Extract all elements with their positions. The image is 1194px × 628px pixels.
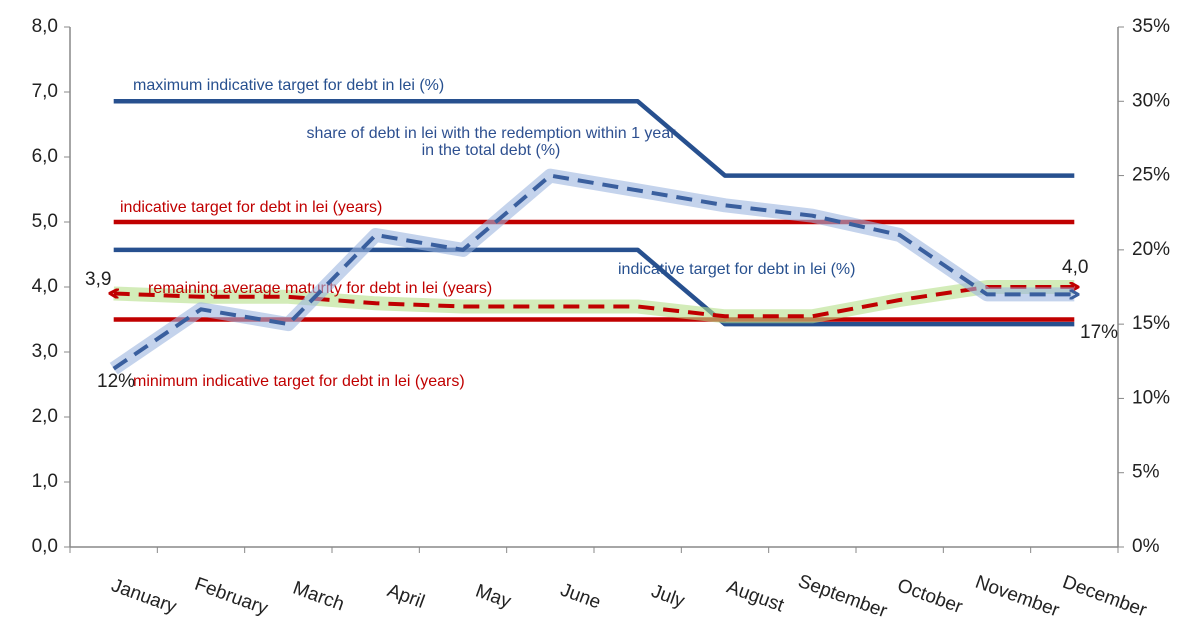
y2-tick-label: 15% <box>1132 313 1170 334</box>
y2-tick-label: 10% <box>1132 387 1170 408</box>
series-label: maximum indicative target for debt in le… <box>133 77 444 94</box>
y-tick-label: 7,0 <box>32 81 58 102</box>
x-tick-label: July <box>648 581 687 612</box>
y2-tick-label: 30% <box>1132 90 1170 111</box>
data-label: 3,9 <box>85 269 111 290</box>
x-tick-label: September <box>795 571 890 623</box>
y2-tick-label: 0% <box>1132 536 1160 557</box>
x-tick-label: December <box>1060 572 1150 622</box>
series-label: indicative target for debt in lei (years… <box>120 199 382 216</box>
data-label: 12% <box>97 371 135 392</box>
series-line <box>113 99 1075 178</box>
y2-tick-label: 25% <box>1132 165 1170 186</box>
y-tick-label: 2,0 <box>32 406 58 427</box>
x-tick-label: February <box>192 574 271 620</box>
y2-tick-label: 35% <box>1132 16 1170 37</box>
x-tick-label: October <box>894 575 965 618</box>
y-tick-label: 0,0 <box>32 536 58 557</box>
x-tick-label: April <box>384 580 427 613</box>
x-tick-label: August <box>724 577 787 617</box>
y-tick-label: 4,0 <box>32 276 58 297</box>
series-line <box>112 173 1075 371</box>
x-tick-label: June <box>558 580 604 614</box>
y-tick-label: 1,0 <box>32 471 58 492</box>
data-label: 17% <box>1080 322 1118 343</box>
x-tick-label: March <box>290 578 347 616</box>
series-line <box>114 287 1075 319</box>
series-line <box>113 247 1075 327</box>
y2-tick-label: 20% <box>1132 239 1170 260</box>
y2-tick-label: 5% <box>1132 462 1160 483</box>
y-tick-label: 6,0 <box>32 146 58 167</box>
x-tick-label: January <box>108 575 179 618</box>
series-label: share of debt in lei with the redemption… <box>306 125 676 159</box>
y-tick-label: 8,0 <box>32 16 58 37</box>
y-tick-label: 3,0 <box>32 341 58 362</box>
series-label: minimum indicative target for debt in le… <box>133 373 465 390</box>
y-tick-label: 5,0 <box>32 211 58 232</box>
series-label: indicative target for debt in lei (%) <box>618 261 855 278</box>
x-tick-label: May <box>473 581 514 613</box>
data-label: 4,0 <box>1062 257 1088 278</box>
x-tick-label: November <box>972 572 1062 622</box>
